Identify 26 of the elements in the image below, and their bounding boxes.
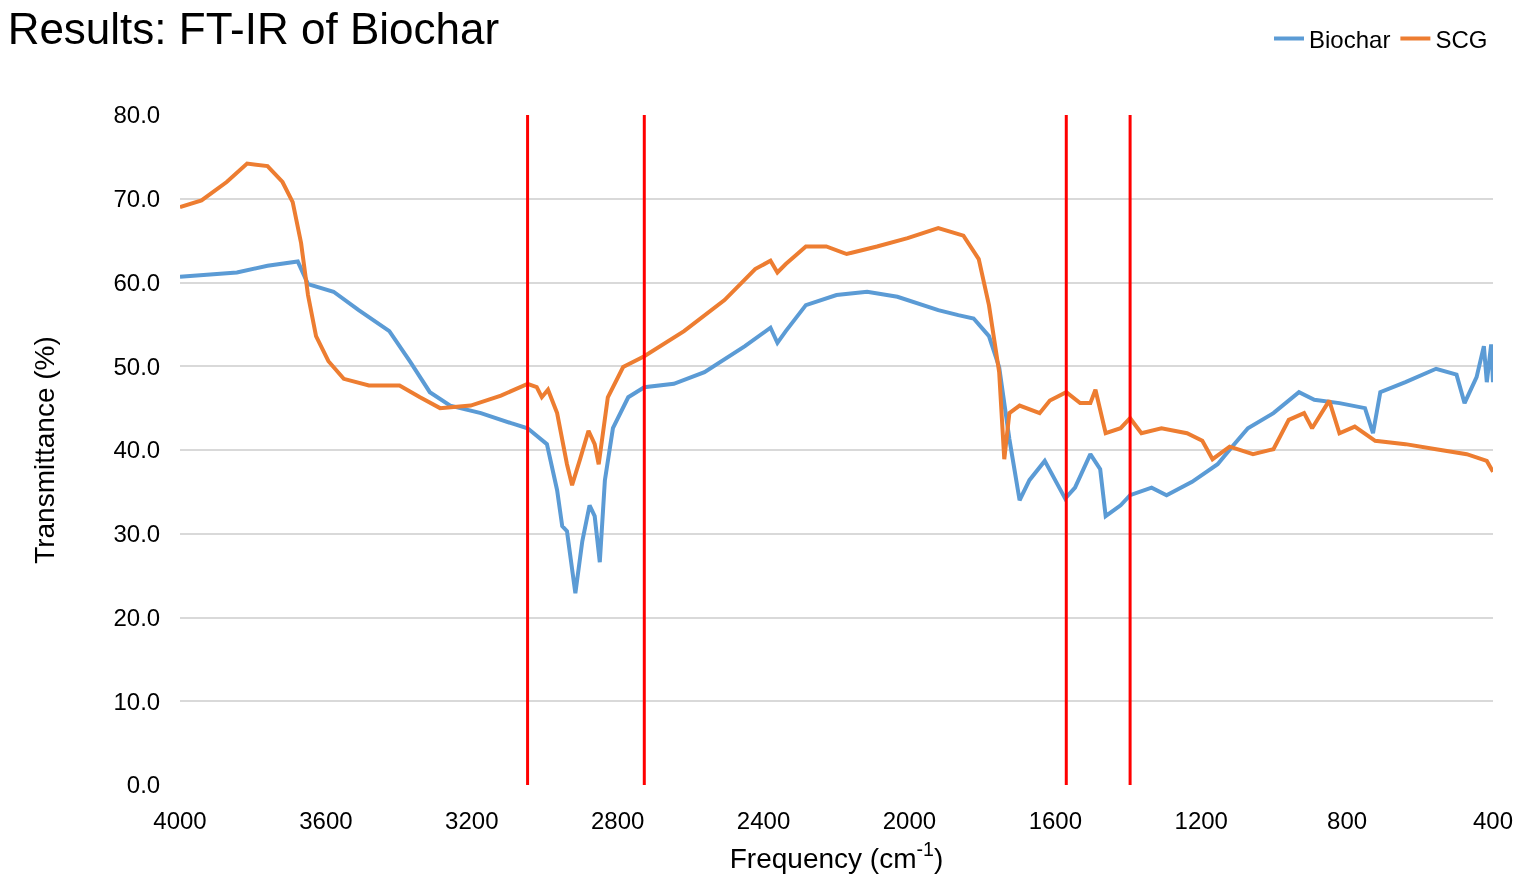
y-axis-title: Transmittance (%): [29, 336, 61, 564]
y-tick-label: 80.0: [113, 101, 161, 129]
x-tick-label: 1200: [1174, 806, 1228, 834]
x-tick-label: 1600: [1028, 806, 1083, 834]
x-tick-label: 3600: [299, 806, 353, 834]
x-tick-label: 400: [1472, 806, 1514, 834]
y-tick-label: 30.0: [113, 520, 161, 548]
chart-title: Results: FT-IR of Biochar: [7, 4, 500, 54]
y-tick-label: 10.0: [113, 687, 161, 715]
legend-label: SCG: [1435, 25, 1488, 53]
y-tick-label: 70.0: [113, 185, 161, 213]
line-series: [180, 259, 1493, 596]
x-tick-label: 2000: [882, 806, 937, 834]
y-tick-label: 20.0: [113, 603, 161, 631]
x-tick-label: 800: [1327, 806, 1368, 834]
x-tick-label: 4000: [153, 806, 207, 834]
x-tick-label: 2400: [736, 806, 791, 834]
y-tick-label: 0.0: [126, 771, 161, 799]
x-tick-label: 3200: [445, 806, 499, 834]
y-tick-label: 40.0: [113, 436, 161, 464]
y-tick-label: 50.0: [113, 352, 161, 380]
x-axis-title: Frequency (cm$^{-1}$): [729, 838, 944, 874]
legend-label: Biochar: [1309, 25, 1391, 53]
line-series: [180, 161, 1493, 488]
x-tick-label: 2800: [590, 806, 645, 834]
y-tick-label: 60.0: [113, 268, 161, 296]
